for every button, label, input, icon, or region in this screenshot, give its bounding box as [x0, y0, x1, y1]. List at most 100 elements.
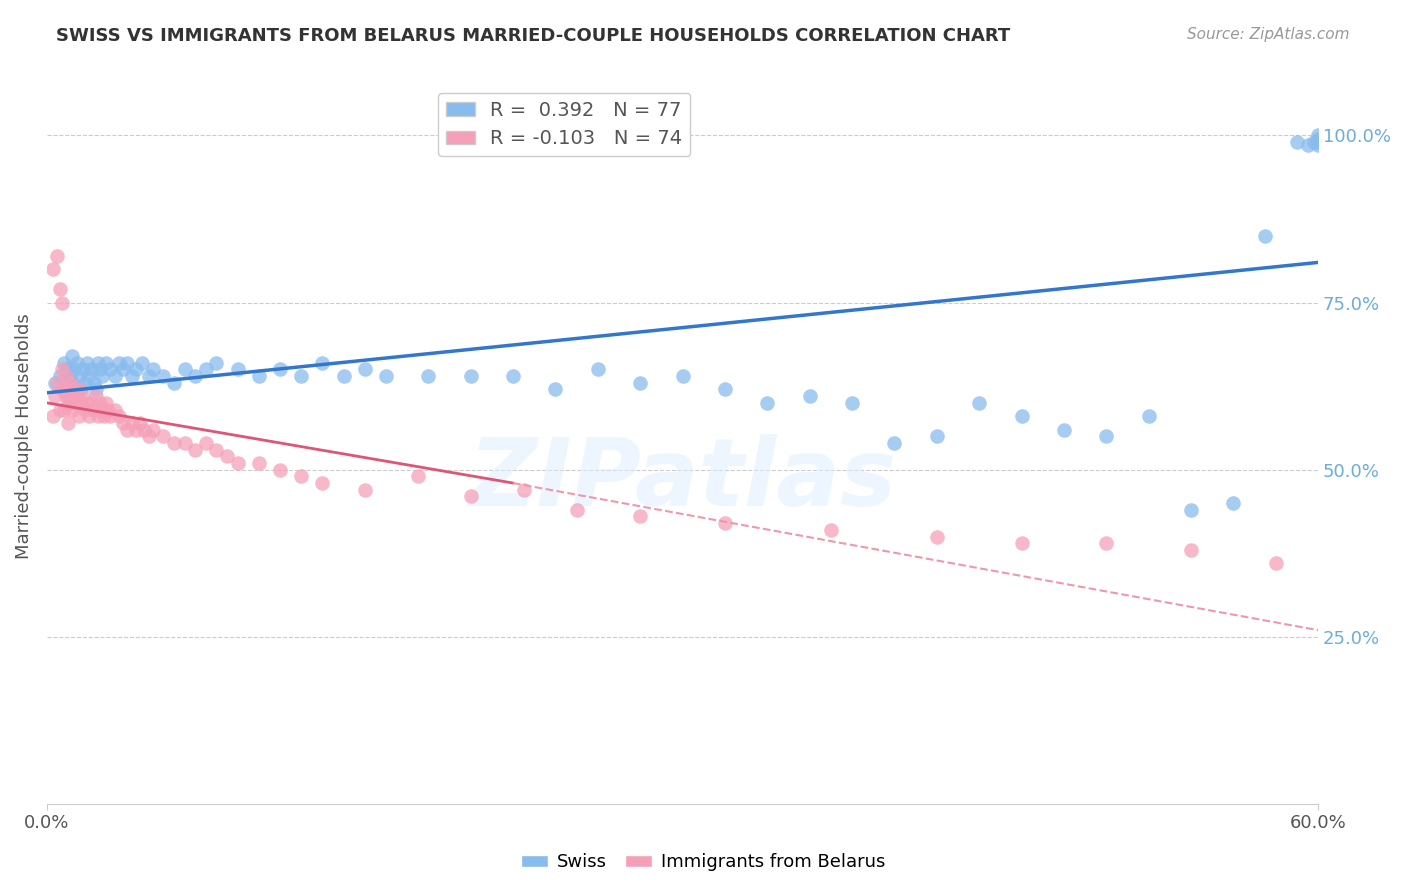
Point	[63, 362, 86, 376]
Point	[44, 389, 66, 403]
Point	[714, 383, 737, 397]
Point	[628, 509, 651, 524]
Point	[1011, 536, 1033, 550]
Point	[63, 396, 86, 410]
Point	[91, 402, 114, 417]
Point	[44, 376, 66, 390]
Point	[374, 369, 396, 384]
Point	[121, 369, 143, 384]
Point	[80, 396, 103, 410]
Point	[67, 383, 90, 397]
Point	[73, 376, 96, 390]
Point	[247, 456, 270, 470]
Point	[87, 409, 110, 424]
Point	[290, 469, 312, 483]
Point	[1308, 138, 1330, 153]
Point	[104, 369, 127, 384]
Point	[48, 402, 70, 417]
Point	[1302, 135, 1324, 149]
Point	[48, 369, 70, 384]
Legend: Swiss, Immigrants from Belarus: Swiss, Immigrants from Belarus	[513, 847, 893, 879]
Point	[1095, 536, 1118, 550]
Point	[65, 389, 87, 403]
Point	[205, 442, 228, 457]
Point	[925, 429, 948, 443]
Point	[1308, 128, 1330, 143]
Point	[247, 369, 270, 384]
Point	[967, 396, 990, 410]
Point	[163, 436, 186, 450]
Point	[52, 383, 75, 397]
Point	[55, 362, 77, 376]
Point	[290, 369, 312, 384]
Point	[142, 362, 165, 376]
Point	[173, 362, 195, 376]
Point	[628, 376, 651, 390]
Point	[52, 356, 75, 370]
Point	[84, 383, 107, 397]
Text: Source: ZipAtlas.com: Source: ZipAtlas.com	[1187, 27, 1350, 42]
Point	[671, 369, 693, 384]
Point	[89, 396, 111, 410]
Point	[89, 362, 111, 376]
Point	[91, 369, 114, 384]
Point	[163, 376, 186, 390]
Point	[502, 369, 524, 384]
Point	[42, 262, 65, 277]
Point	[51, 383, 73, 397]
Point	[55, 389, 77, 403]
Point	[55, 369, 77, 384]
Point	[96, 396, 118, 410]
Point	[799, 389, 821, 403]
Point	[460, 490, 482, 504]
Point	[65, 356, 87, 370]
Point	[77, 369, 100, 384]
Text: ZIPatlas: ZIPatlas	[468, 434, 897, 526]
Legend: R =  0.392   N = 77, R = -0.103   N = 74: R = 0.392 N = 77, R = -0.103 N = 74	[439, 93, 690, 156]
Point	[84, 389, 107, 403]
Point	[215, 450, 238, 464]
Point	[60, 349, 83, 363]
Point	[69, 396, 91, 410]
Point	[586, 362, 609, 376]
Point	[42, 409, 65, 424]
Point	[311, 476, 333, 491]
Point	[112, 416, 135, 430]
Point	[59, 369, 82, 384]
Point	[138, 369, 160, 384]
Text: SWISS VS IMMIGRANTS FROM BELARUS MARRIED-COUPLE HOUSEHOLDS CORRELATION CHART: SWISS VS IMMIGRANTS FROM BELARUS MARRIED…	[56, 27, 1011, 45]
Point	[117, 423, 139, 437]
Point	[60, 402, 83, 417]
Point	[406, 469, 429, 483]
Point	[226, 456, 249, 470]
Point	[194, 436, 217, 450]
Point	[1285, 135, 1308, 149]
Point	[1264, 556, 1286, 570]
Point	[1180, 503, 1202, 517]
Point	[112, 362, 135, 376]
Point	[512, 483, 534, 497]
Point	[52, 402, 75, 417]
Point	[80, 362, 103, 376]
Point	[1308, 135, 1330, 149]
Point	[77, 409, 100, 424]
Point	[97, 402, 120, 417]
Point	[1222, 496, 1244, 510]
Point	[1137, 409, 1160, 424]
Point	[820, 523, 842, 537]
Point	[67, 369, 90, 384]
Point	[131, 356, 153, 370]
Point	[1011, 409, 1033, 424]
Point	[72, 389, 94, 403]
Point	[925, 530, 948, 544]
Point	[60, 376, 83, 390]
Point	[205, 356, 228, 370]
Point	[184, 369, 207, 384]
Point	[56, 389, 79, 403]
Point	[108, 409, 131, 424]
Point	[93, 409, 115, 424]
Point	[226, 362, 249, 376]
Point	[1095, 429, 1118, 443]
Point	[100, 362, 122, 376]
Point	[152, 369, 174, 384]
